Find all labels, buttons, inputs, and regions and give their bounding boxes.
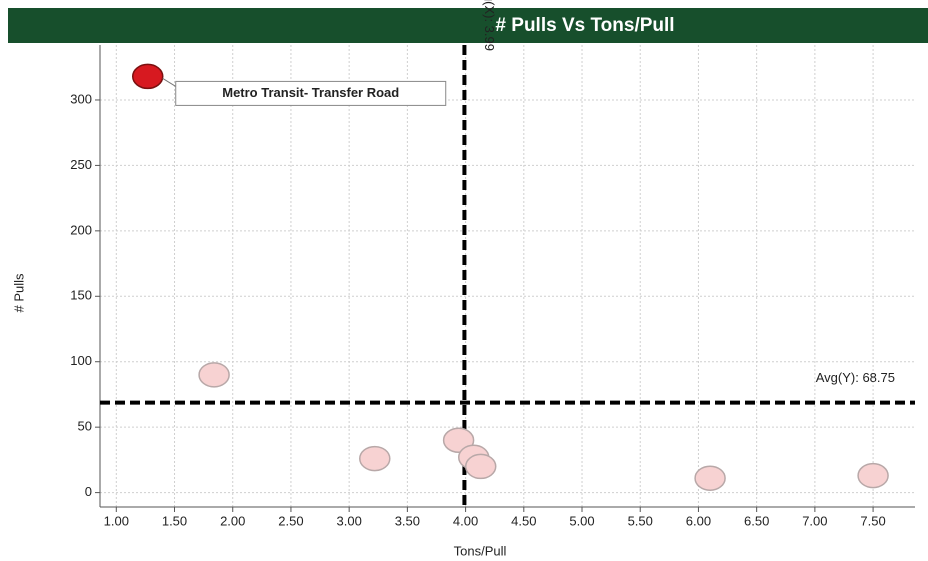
x-axis-label: Tons/Pull: [454, 543, 507, 558]
y-tick-label: 150: [70, 288, 92, 303]
y-tick-label: 200: [70, 222, 92, 237]
x-tick-label: 5.00: [569, 513, 594, 528]
annotation-connector: [162, 77, 176, 87]
annotation-box: [175, 80, 447, 106]
avg-x-label: Avg(X): 3.99: [482, 0, 497, 51]
y-tick-label: 0: [85, 484, 92, 499]
y-axis-label: # Pulls: [11, 273, 26, 313]
point: [198, 362, 230, 388]
point: [464, 453, 497, 480]
x-tick-label: 6.50: [744, 513, 769, 528]
x-tick-label: 6.00: [686, 513, 711, 528]
x-tick-label: 4.50: [511, 513, 536, 528]
point: [857, 462, 889, 489]
y-tick-label: 50: [78, 419, 92, 434]
x-tick-label: 3.00: [337, 513, 362, 528]
point: [694, 465, 726, 491]
x-tick-label: 4.00: [453, 513, 478, 528]
y-tick-label: 250: [70, 157, 92, 172]
annotation-text: Metro Transit- Transfer Road: [222, 85, 399, 100]
point: [359, 445, 391, 472]
point: [131, 63, 164, 90]
x-tick-label: 2.00: [220, 513, 245, 528]
x-tick-label: 5.50: [628, 513, 653, 528]
x-tick-label: 1.50: [162, 513, 187, 528]
x-tick-label: 7.50: [860, 513, 885, 528]
avg-y-label: Avg(Y): 68.75: [816, 370, 895, 385]
title-bar: [8, 8, 928, 43]
y-tick-label: 300: [70, 91, 92, 106]
x-tick-label: 3.50: [395, 513, 420, 528]
y-tick-label: 100: [70, 353, 92, 368]
chart-title: # Pulls Vs Tons/Pull: [495, 15, 674, 36]
x-tick-label: 1.00: [104, 513, 129, 528]
x-tick-label: 7.00: [802, 513, 827, 528]
x-tick-label: 2.50: [278, 513, 303, 528]
